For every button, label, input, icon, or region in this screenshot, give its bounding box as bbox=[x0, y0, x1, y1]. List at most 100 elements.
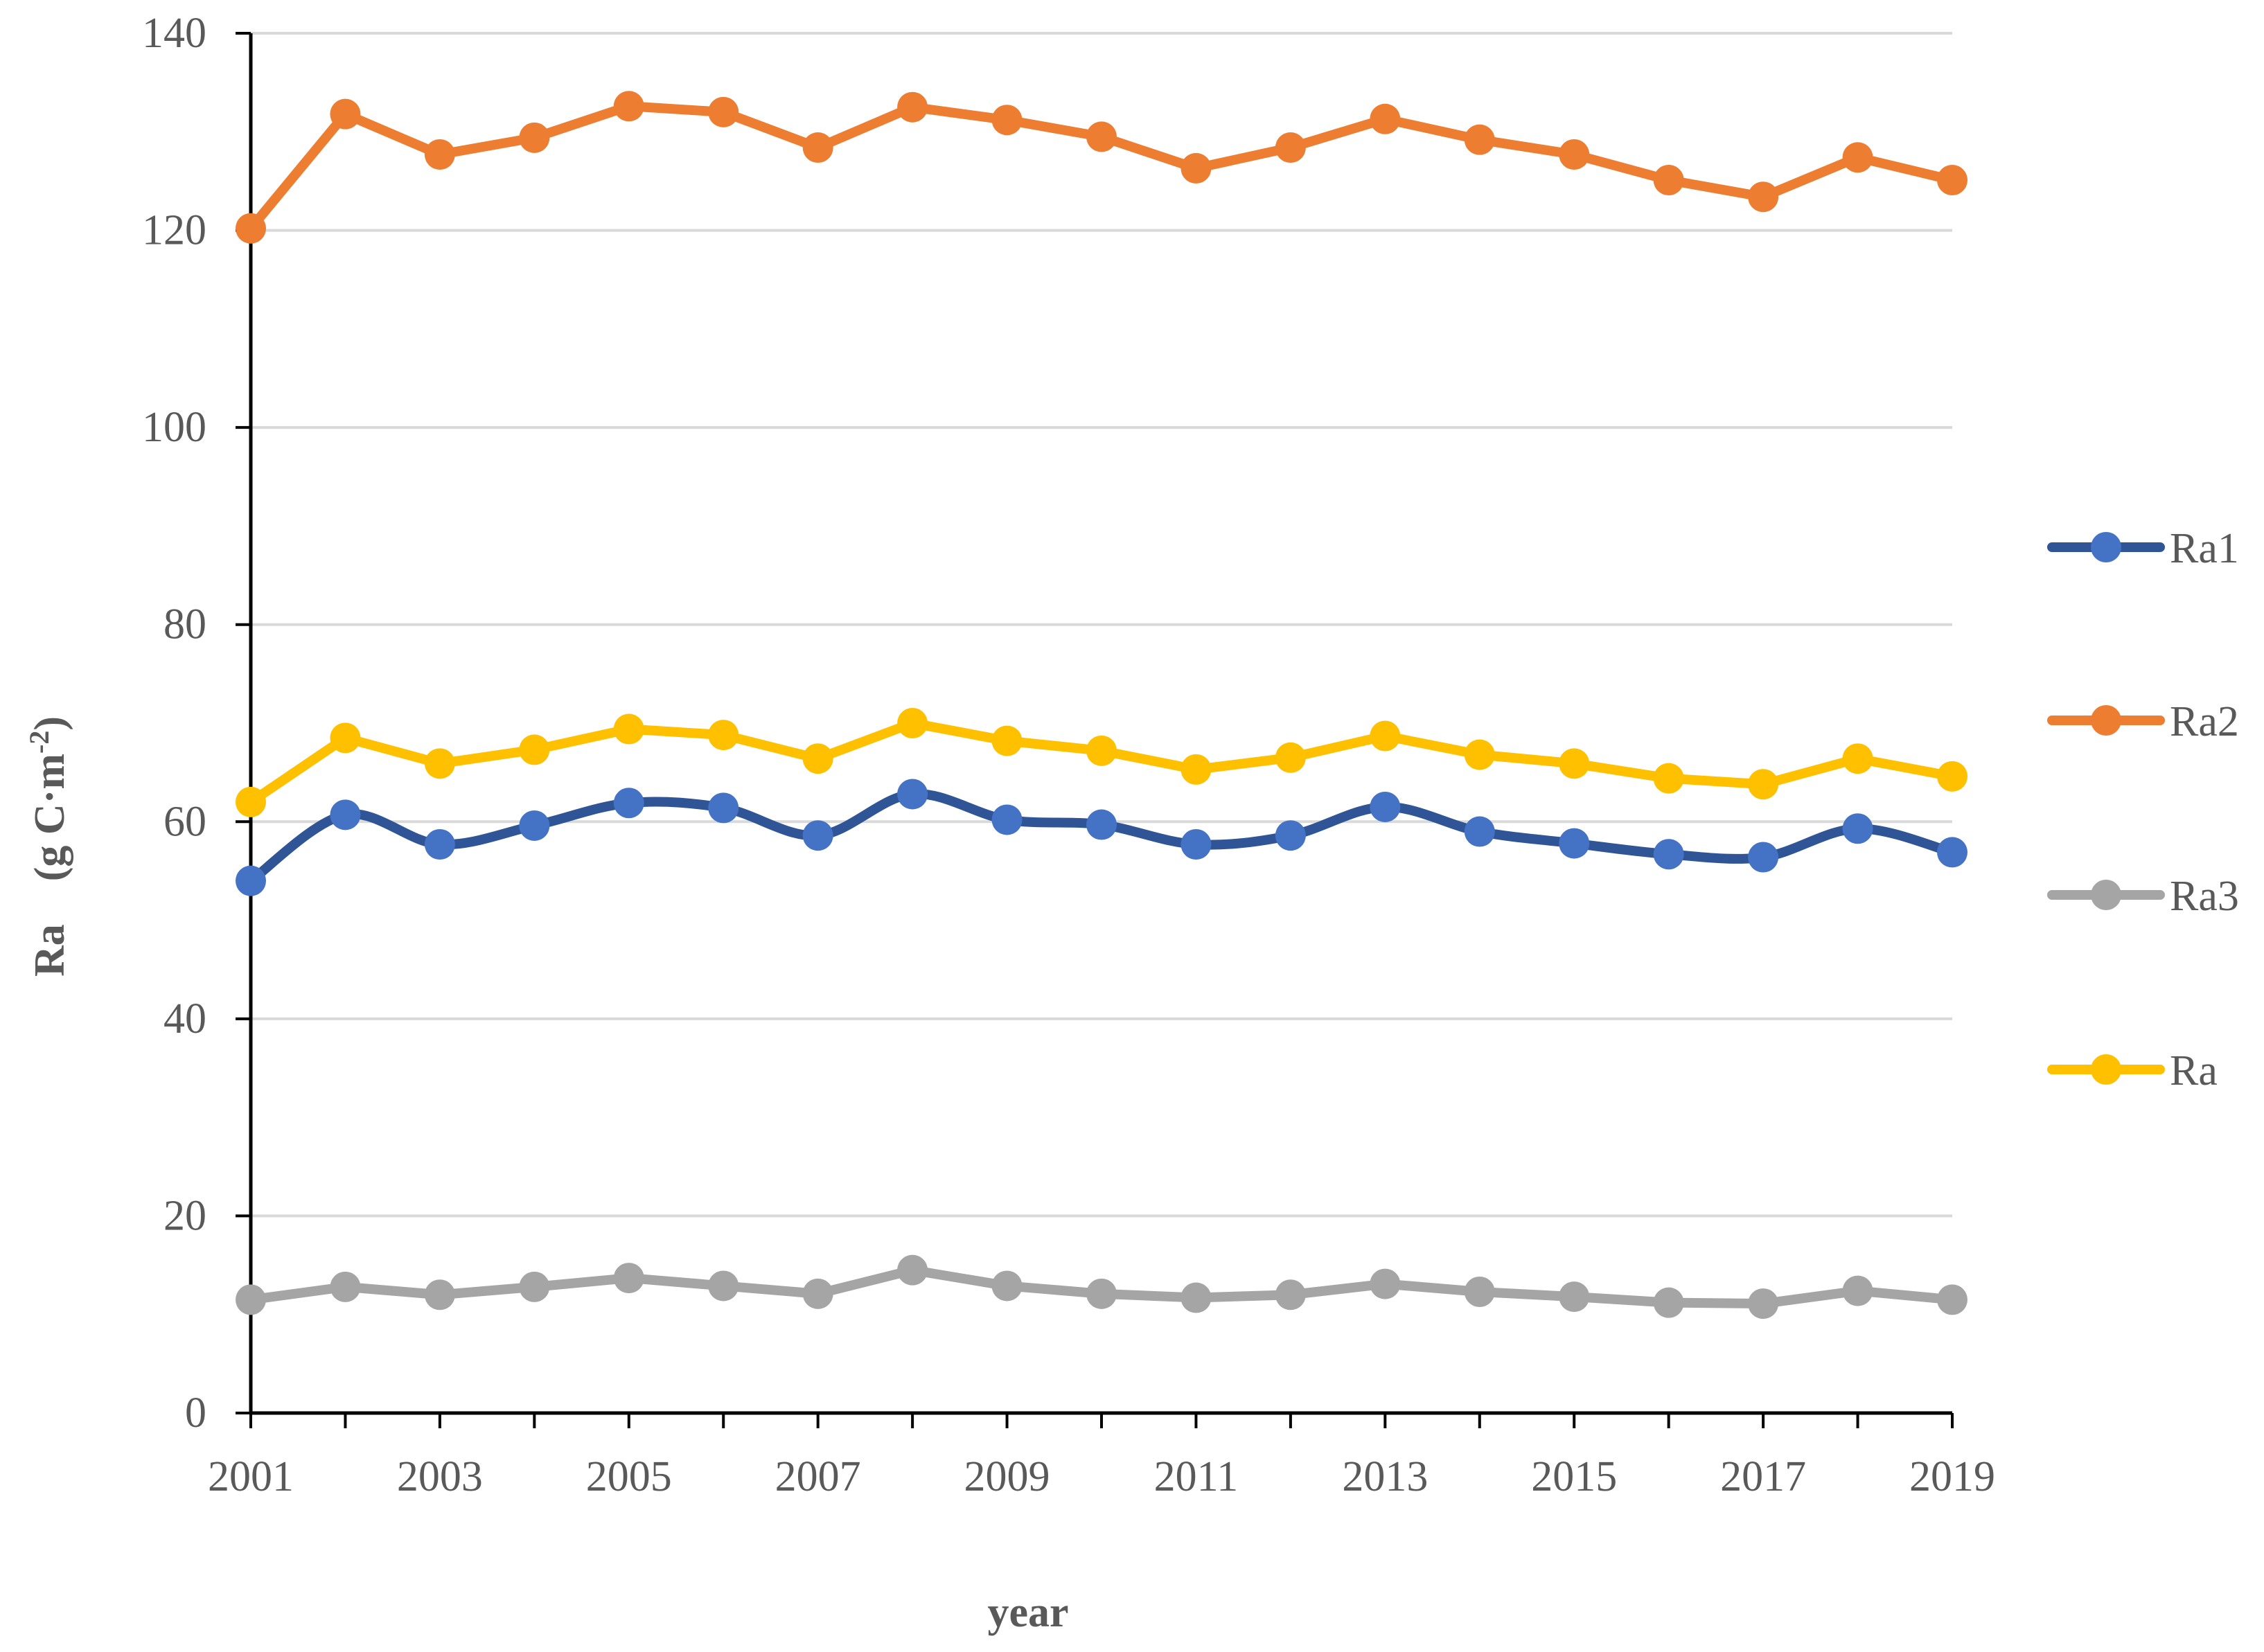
axes bbox=[236, 32, 1954, 1428]
point-ra1-2005 bbox=[613, 788, 644, 819]
point-ra1-2008 bbox=[897, 779, 928, 810]
gridlines bbox=[251, 32, 1952, 1218]
legend-label-ra: Ra bbox=[2170, 1047, 2218, 1094]
legend-swatch-marker-ra3 bbox=[2091, 880, 2121, 910]
point-ra2-2010 bbox=[1086, 121, 1117, 152]
point-ra1-2015 bbox=[1559, 828, 1590, 859]
y-axis-title-main: Ra (g C·m bbox=[26, 754, 73, 977]
x-tick-label-2007: 2007 bbox=[775, 1453, 861, 1500]
point-ra-2012 bbox=[1275, 742, 1306, 773]
series-lines bbox=[236, 91, 1967, 1320]
y-tick-label-120: 120 bbox=[142, 207, 206, 254]
x-tick-label-2005: 2005 bbox=[586, 1453, 672, 1500]
point-ra3-2015 bbox=[1559, 1281, 1590, 1313]
y-axis-title-sup: -2 bbox=[24, 731, 55, 754]
x-tick-label-2003: 2003 bbox=[397, 1453, 483, 1500]
point-ra2-2013 bbox=[1370, 103, 1401, 134]
legend-item-ra1: Ra1 bbox=[2047, 525, 2239, 572]
point-ra3-2014 bbox=[1464, 1276, 1495, 1307]
point-ra1-2003 bbox=[424, 829, 455, 860]
point-ra-2001 bbox=[236, 786, 266, 817]
point-ra1-2016 bbox=[1653, 839, 1684, 870]
point-ra1-2018 bbox=[1842, 813, 1873, 844]
legend-label-ra1: Ra1 bbox=[2170, 525, 2239, 572]
point-ra2-2019 bbox=[1937, 165, 1967, 196]
point-ra3-2016 bbox=[1653, 1287, 1684, 1318]
point-ra2-2016 bbox=[1653, 165, 1684, 196]
x-tick-label-2015: 2015 bbox=[1531, 1453, 1617, 1500]
x-tick-label-2013: 2013 bbox=[1342, 1453, 1428, 1500]
point-ra2-2005 bbox=[613, 91, 644, 122]
point-ra3-2003 bbox=[424, 1279, 455, 1311]
y-tick-label-40: 40 bbox=[163, 995, 206, 1042]
point-ra-2003 bbox=[424, 748, 455, 779]
point-ra-2014 bbox=[1464, 739, 1495, 770]
y-axis-title: Ra (g C·m-2) bbox=[24, 716, 74, 977]
point-ra3-2001 bbox=[236, 1284, 266, 1315]
legend: Ra1 Ra2 Ra3 Ra bbox=[2047, 525, 2239, 1094]
y-tick-label-0: 0 bbox=[185, 1389, 206, 1437]
point-ra2-2007 bbox=[802, 132, 833, 163]
point-ra3-2011 bbox=[1180, 1282, 1212, 1313]
series-ra2 bbox=[236, 91, 1967, 244]
y-tick-label-60: 60 bbox=[163, 798, 206, 845]
x-tick-label-2019: 2019 bbox=[1909, 1453, 1995, 1500]
point-ra1-2012 bbox=[1275, 820, 1306, 851]
legend-label-ra3: Ra3 bbox=[2170, 873, 2239, 920]
point-ra-2006 bbox=[708, 720, 739, 751]
point-ra2-2018 bbox=[1842, 142, 1873, 173]
point-ra2-2002 bbox=[330, 98, 361, 130]
point-ra1-2019 bbox=[1937, 837, 1967, 868]
point-ra-2017 bbox=[1748, 769, 1779, 800]
point-ra-2010 bbox=[1086, 735, 1117, 766]
point-ra2-2009 bbox=[991, 105, 1023, 136]
point-ra3-2007 bbox=[802, 1278, 833, 1309]
point-ra3-2006 bbox=[708, 1270, 739, 1302]
point-ra1-2017 bbox=[1748, 842, 1779, 873]
point-ra-2015 bbox=[1559, 748, 1590, 779]
point-ra-2004 bbox=[519, 734, 550, 765]
point-ra1-2002 bbox=[330, 799, 361, 831]
point-ra3-2019 bbox=[1937, 1284, 1967, 1315]
point-ra-2009 bbox=[991, 725, 1023, 756]
point-ra1-2009 bbox=[991, 804, 1023, 835]
x-tick-label-2009: 2009 bbox=[964, 1453, 1050, 1500]
point-ra1-2001 bbox=[236, 865, 266, 896]
point-ra-2005 bbox=[613, 713, 644, 745]
y-tick-label-20: 20 bbox=[163, 1192, 206, 1239]
legend-label-ra2: Ra2 bbox=[2170, 698, 2239, 745]
point-ra2-2011 bbox=[1180, 152, 1212, 184]
point-ra-2016 bbox=[1653, 763, 1684, 794]
point-ra3-2017 bbox=[1748, 1288, 1779, 1320]
y-tick-label-140: 140 bbox=[142, 10, 206, 57]
point-ra-2002 bbox=[330, 722, 361, 754]
x-axis-title: year bbox=[987, 1589, 1068, 1636]
point-ra-2007 bbox=[802, 743, 833, 774]
series-ra3 bbox=[236, 1254, 1967, 1320]
point-ra3-2004 bbox=[519, 1271, 550, 1302]
point-ra-2013 bbox=[1370, 720, 1401, 752]
point-ra2-2017 bbox=[1748, 181, 1779, 213]
legend-swatch-marker-ra1 bbox=[2091, 532, 2121, 562]
point-ra2-2004 bbox=[519, 122, 550, 153]
point-ra1-2007 bbox=[802, 820, 833, 851]
point-ra2-2014 bbox=[1464, 124, 1495, 155]
point-ra3-2008 bbox=[897, 1254, 928, 1286]
point-ra1-2006 bbox=[708, 792, 739, 824]
point-ra1-2004 bbox=[519, 810, 550, 841]
point-ra1-2010 bbox=[1086, 809, 1117, 840]
x-tick-label-2017: 2017 bbox=[1720, 1453, 1806, 1500]
point-ra1-2011 bbox=[1180, 829, 1212, 860]
point-ra3-2002 bbox=[330, 1271, 361, 1302]
point-ra2-2003 bbox=[424, 139, 455, 170]
x-tick-label-2001: 2001 bbox=[208, 1453, 294, 1500]
series-ra1 bbox=[236, 779, 1967, 896]
x-tick-label-2011: 2011 bbox=[1154, 1453, 1239, 1500]
legend-item-ra3: Ra3 bbox=[2047, 873, 2239, 920]
point-ra2-2012 bbox=[1275, 132, 1306, 163]
series-ra bbox=[236, 708, 1967, 817]
point-ra3-2018 bbox=[1842, 1275, 1873, 1306]
legend-item-ra: Ra bbox=[2047, 1047, 2218, 1094]
point-ra2-2006 bbox=[708, 96, 739, 127]
